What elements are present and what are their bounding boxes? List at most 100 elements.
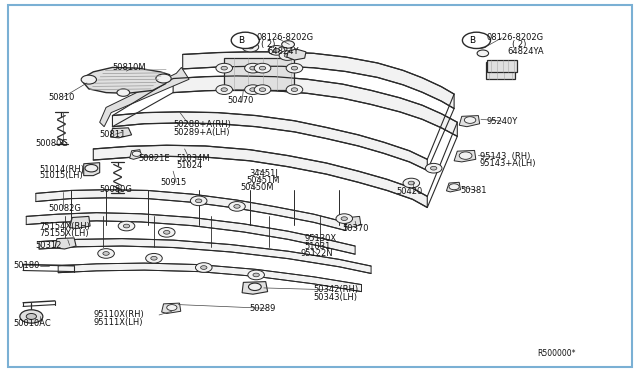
Text: 50810: 50810 — [49, 93, 75, 102]
Circle shape — [164, 231, 170, 234]
Polygon shape — [182, 52, 454, 109]
Text: 51031: 51031 — [304, 241, 330, 250]
Circle shape — [26, 314, 36, 320]
Polygon shape — [162, 303, 180, 314]
Text: 50288+A(RH): 50288+A(RH) — [173, 121, 231, 129]
Circle shape — [234, 205, 240, 208]
Circle shape — [103, 251, 109, 255]
Text: 50451M: 50451M — [246, 176, 280, 185]
Text: 50470: 50470 — [227, 96, 254, 105]
Circle shape — [279, 51, 296, 60]
Circle shape — [20, 310, 43, 323]
Text: 50180: 50180 — [13, 261, 40, 270]
Polygon shape — [70, 217, 90, 229]
Circle shape — [228, 202, 245, 211]
Polygon shape — [487, 60, 516, 72]
Text: 50082G: 50082G — [49, 204, 81, 213]
Polygon shape — [447, 182, 461, 192]
Polygon shape — [84, 67, 170, 93]
Polygon shape — [242, 282, 268, 294]
Circle shape — [242, 42, 259, 52]
Circle shape — [268, 45, 285, 55]
Circle shape — [286, 63, 303, 73]
Circle shape — [117, 89, 130, 96]
Polygon shape — [130, 150, 141, 159]
Circle shape — [132, 151, 141, 156]
Circle shape — [477, 50, 488, 57]
Circle shape — [408, 181, 415, 185]
Text: R500000*: R500000* — [537, 349, 575, 358]
Text: 50289: 50289 — [250, 304, 276, 313]
Circle shape — [291, 66, 298, 70]
Text: 08126-8202G: 08126-8202G — [256, 33, 313, 42]
Text: 50420: 50420 — [397, 187, 423, 196]
Text: 64824Y: 64824Y — [268, 46, 299, 55]
Polygon shape — [113, 112, 428, 170]
Text: 50010AC: 50010AC — [13, 319, 51, 328]
Circle shape — [284, 54, 291, 57]
Text: 64824YA: 64824YA — [507, 46, 544, 55]
Circle shape — [195, 263, 212, 272]
Text: 50342(RH): 50342(RH) — [314, 285, 359, 294]
Circle shape — [200, 266, 207, 269]
Text: B: B — [469, 36, 475, 45]
Text: 95130X: 95130X — [304, 234, 336, 243]
Polygon shape — [486, 62, 515, 78]
Text: 95122N: 95122N — [301, 249, 333, 258]
Circle shape — [449, 184, 460, 190]
Circle shape — [254, 85, 271, 94]
Polygon shape — [26, 213, 355, 254]
Text: 95240Y: 95240Y — [486, 117, 517, 126]
Circle shape — [146, 253, 163, 263]
Text: ( 2): ( 2) — [261, 40, 276, 49]
Text: 95110X(RH): 95110X(RH) — [93, 311, 144, 320]
Polygon shape — [111, 128, 132, 138]
Circle shape — [118, 221, 135, 231]
Circle shape — [259, 66, 266, 70]
Polygon shape — [58, 263, 362, 292]
Circle shape — [253, 273, 259, 277]
Polygon shape — [84, 163, 100, 176]
Circle shape — [282, 41, 294, 48]
Polygon shape — [454, 150, 476, 162]
Circle shape — [248, 283, 261, 291]
Text: 50450M: 50450M — [240, 183, 274, 192]
Text: 50381: 50381 — [461, 186, 487, 195]
Text: 50915: 50915 — [161, 178, 187, 187]
Text: 50821E: 50821E — [138, 154, 170, 163]
Circle shape — [250, 66, 256, 70]
Circle shape — [159, 228, 175, 237]
Text: 34451J: 34451J — [250, 169, 278, 177]
Polygon shape — [36, 190, 346, 231]
Circle shape — [341, 217, 348, 221]
Circle shape — [216, 85, 232, 94]
Circle shape — [216, 63, 232, 73]
Circle shape — [151, 256, 157, 260]
Text: 51034M: 51034M — [176, 154, 210, 163]
Circle shape — [85, 164, 98, 172]
Circle shape — [231, 32, 259, 48]
Circle shape — [254, 63, 271, 73]
Circle shape — [124, 224, 130, 228]
Circle shape — [250, 88, 256, 92]
Circle shape — [273, 48, 280, 52]
Polygon shape — [346, 217, 361, 228]
Circle shape — [244, 85, 261, 94]
Circle shape — [403, 178, 420, 188]
Text: 50370: 50370 — [342, 224, 369, 233]
Text: ( 2): ( 2) — [511, 40, 526, 49]
Circle shape — [248, 270, 264, 280]
Circle shape — [190, 196, 207, 206]
Circle shape — [167, 305, 177, 311]
Polygon shape — [460, 116, 479, 127]
Circle shape — [286, 85, 303, 94]
Text: 75155X(LH): 75155X(LH) — [39, 228, 88, 238]
Polygon shape — [224, 58, 294, 90]
Circle shape — [221, 88, 227, 92]
Polygon shape — [287, 49, 306, 60]
Text: 50080G: 50080G — [100, 185, 132, 194]
Polygon shape — [39, 238, 371, 273]
Text: B: B — [237, 36, 244, 45]
Text: 50343(LH): 50343(LH) — [314, 293, 358, 302]
Circle shape — [247, 45, 253, 49]
